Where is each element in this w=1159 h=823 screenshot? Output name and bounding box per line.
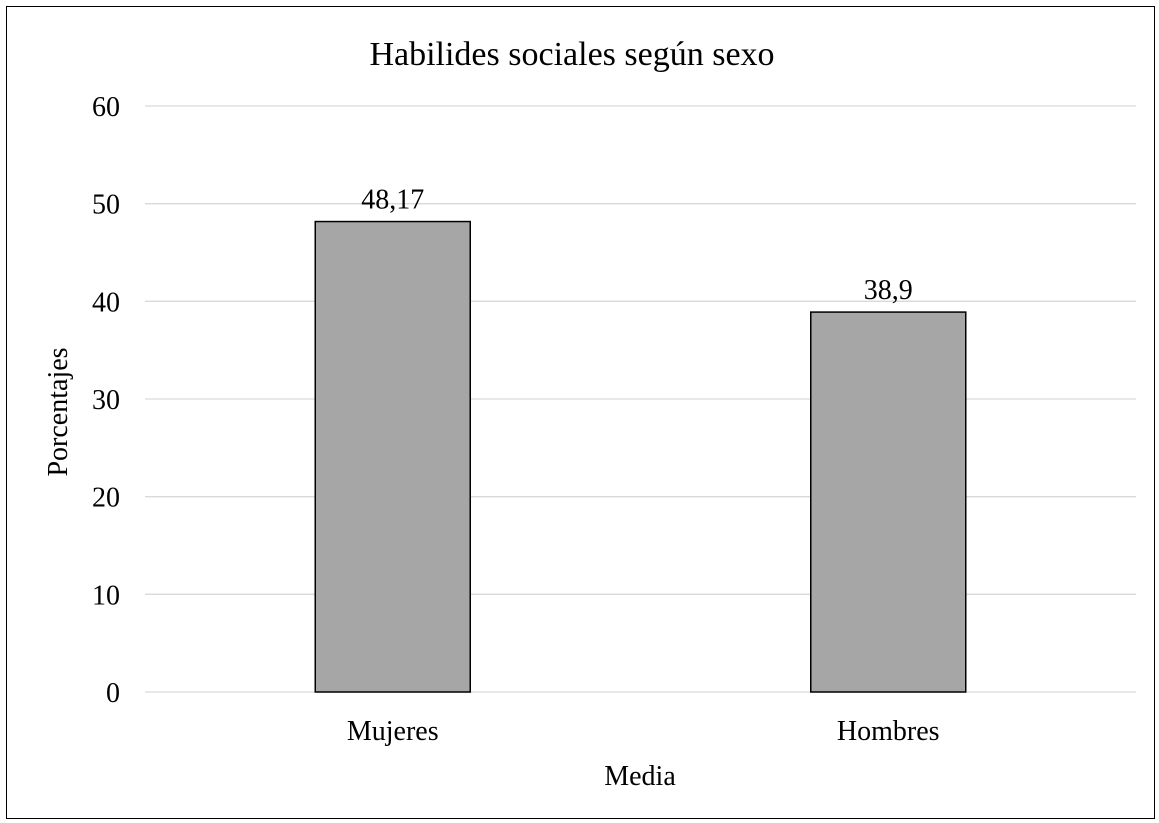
- bar-hombres: [810, 311, 967, 693]
- y-tick-label: 10: [92, 580, 120, 611]
- x-axis-title: Media: [604, 761, 676, 792]
- y-axis-ticks: 0 10 20 30 40 50 60: [92, 92, 120, 709]
- data-labels: 48,17 38,9: [361, 185, 913, 307]
- y-tick-label: 60: [92, 92, 120, 123]
- y-tick-label: 0: [106, 678, 120, 709]
- chart-title: Habilides sociales según sexo: [369, 36, 774, 73]
- y-tick-label: 40: [92, 287, 120, 318]
- data-label: 38,9: [864, 275, 913, 306]
- x-tick-label: Mujeres: [347, 716, 439, 747]
- bars: [314, 220, 967, 693]
- y-tick-label: 30: [92, 385, 120, 416]
- y-tick-label: 50: [92, 190, 120, 221]
- x-tick-label: Hombres: [837, 716, 940, 747]
- data-label: 48,17: [361, 185, 424, 216]
- bar-mujeres: [314, 220, 471, 693]
- y-axis-title: Porcentajes: [43, 347, 74, 476]
- x-axis-ticks: Mujeres Hombres: [347, 716, 940, 747]
- y-tick-label: 20: [92, 483, 120, 514]
- grid-lines: [145, 105, 1136, 693]
